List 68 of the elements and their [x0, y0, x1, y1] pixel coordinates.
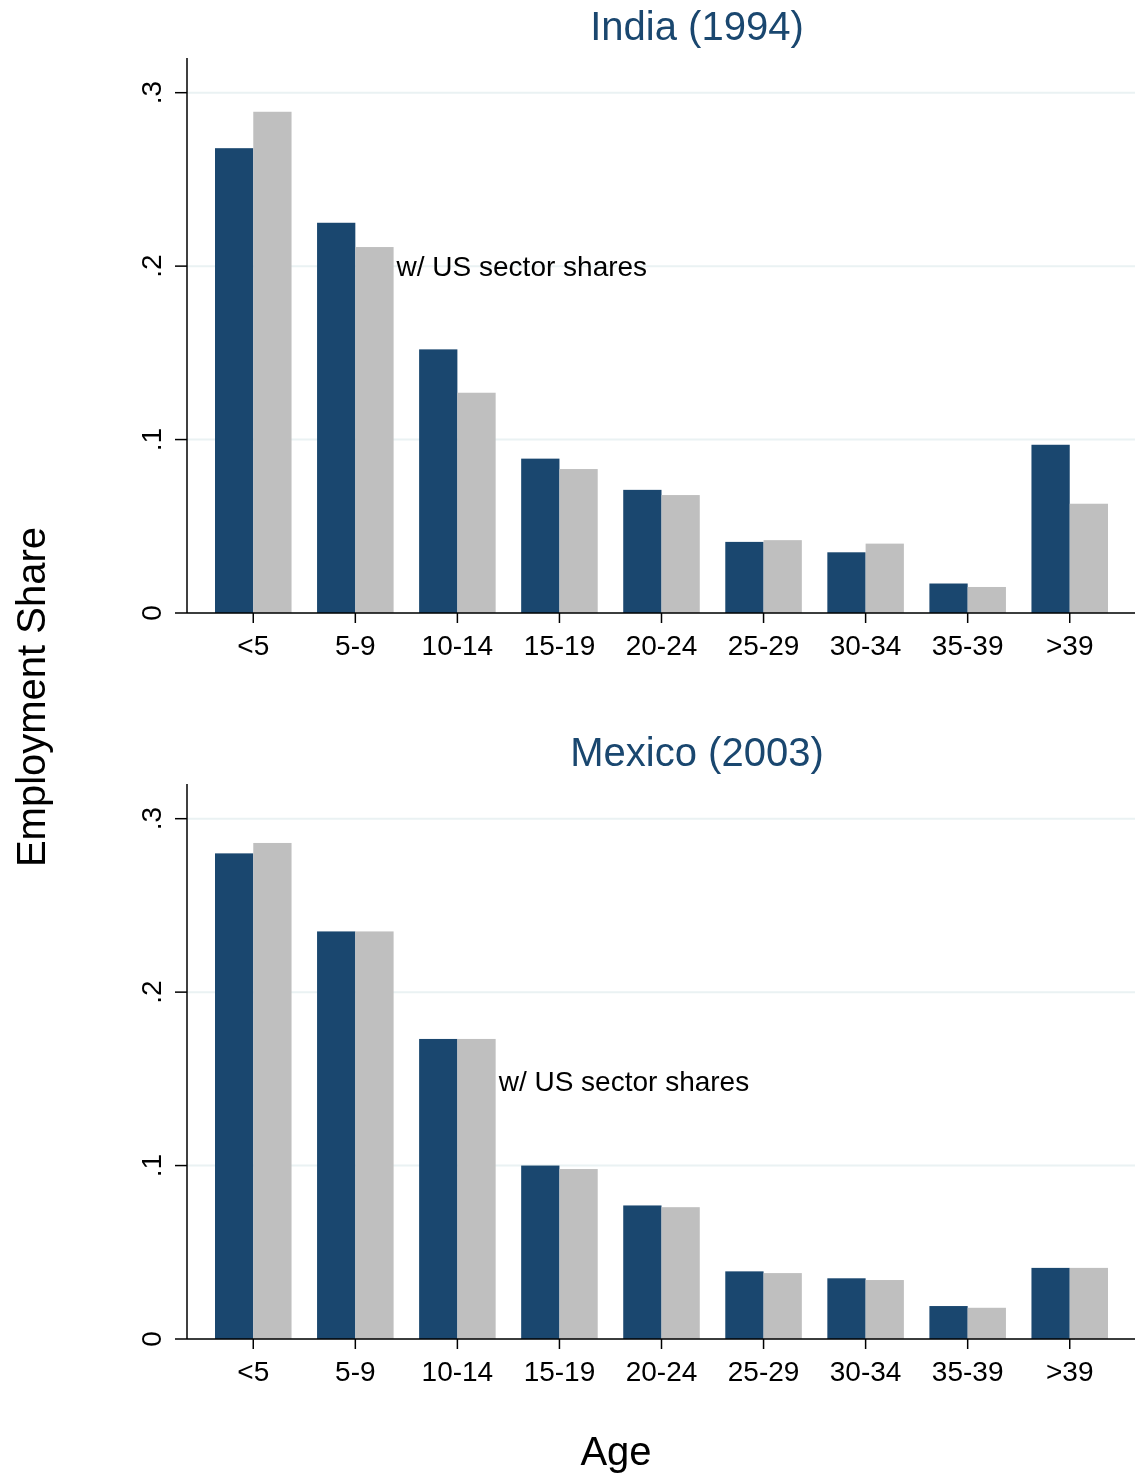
x-tick-label: 15-19 [523, 1356, 596, 1387]
y-tick-label: .1 [136, 1153, 167, 1178]
bar [827, 552, 866, 613]
x-tick-label: 20-24 [625, 1356, 698, 1387]
bar [725, 541, 764, 613]
y-tick-label: .2 [136, 980, 167, 1004]
chart-title: Mexico (2003) [570, 730, 824, 774]
chart-title: India (1994) [590, 4, 804, 48]
x-tick-label: 10-14 [421, 1356, 494, 1387]
x-axis-title: Age [580, 1429, 652, 1473]
bar [521, 458, 560, 613]
x-tick-label: 25-29 [727, 630, 800, 661]
bar [457, 392, 496, 613]
bar [215, 853, 254, 1339]
x-tick-label: 20-24 [625, 630, 698, 661]
x-tick-label: <5 [237, 1356, 270, 1387]
bar [1069, 503, 1108, 613]
x-tick-label: <5 [237, 630, 270, 661]
bar [1031, 444, 1070, 613]
x-tick-label: 35-39 [931, 630, 1004, 661]
bar [559, 469, 598, 613]
x-tick-label: 35-39 [931, 1356, 1004, 1387]
bar [419, 349, 458, 613]
y-axis-title: Employment Share [9, 526, 53, 868]
annotation: w/ US sector shares [497, 1065, 750, 1097]
x-tick-label: 5-9 [335, 1356, 376, 1387]
bar [929, 1306, 968, 1339]
x-tick-label: 30-34 [829, 1356, 902, 1387]
x-tick-label: >39 [1045, 1356, 1094, 1387]
y-tick-label: 0 [136, 605, 167, 621]
y-tick-label: .3 [136, 81, 167, 105]
bar [215, 148, 254, 613]
bar [317, 931, 356, 1339]
y-tick-label: .1 [136, 427, 167, 452]
bar [419, 1038, 458, 1339]
y-tick-label: .2 [136, 254, 167, 278]
y-tick-label: 0 [136, 1331, 167, 1347]
bar [355, 247, 394, 613]
bar [725, 1271, 764, 1339]
bar [521, 1165, 560, 1339]
bar [865, 543, 904, 613]
bar [623, 1205, 662, 1339]
x-tick-label: 30-34 [829, 630, 902, 661]
bar [253, 842, 292, 1339]
bar [623, 489, 662, 613]
bar [763, 540, 802, 613]
bar [355, 931, 394, 1339]
bar [661, 495, 700, 613]
x-tick-label: 10-14 [421, 630, 494, 661]
bar [317, 222, 356, 613]
bar [1069, 1267, 1108, 1339]
x-tick-label: 15-19 [523, 630, 596, 661]
bar [763, 1273, 802, 1339]
annotation: w/ US sector shares [395, 251, 648, 283]
bar [661, 1207, 700, 1339]
bar [865, 1280, 904, 1339]
x-tick-label: >39 [1045, 630, 1094, 661]
bar [559, 1169, 598, 1339]
y-tick-label: .3 [136, 807, 167, 831]
bar [827, 1278, 866, 1339]
bar [967, 586, 1006, 613]
bar [929, 583, 968, 613]
bar [457, 1038, 496, 1339]
bar [253, 111, 292, 613]
bar [967, 1307, 1006, 1339]
x-tick-label: 25-29 [727, 1356, 800, 1387]
x-tick-label: 5-9 [335, 630, 376, 661]
bar [1031, 1267, 1070, 1339]
